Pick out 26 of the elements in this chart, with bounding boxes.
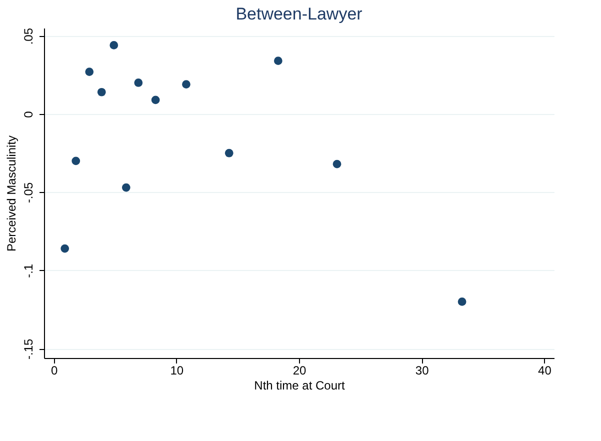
point bbox=[151, 96, 160, 104]
y-axis-title: Perceived Masculinity bbox=[4, 135, 18, 252]
point bbox=[224, 148, 234, 158]
point bbox=[458, 298, 466, 306]
point bbox=[60, 244, 70, 253]
y-tick-label: -.05 bbox=[22, 182, 36, 204]
point bbox=[110, 41, 118, 50]
x-tick-label: 10 bbox=[170, 364, 184, 378]
x-tick-label: 20 bbox=[292, 364, 306, 378]
point bbox=[85, 68, 94, 76]
x-tick-label: 0 bbox=[50, 364, 58, 378]
y-tick-label: .05 bbox=[22, 28, 36, 45]
y-tick-label: -.15 bbox=[22, 338, 36, 360]
y-tick-label: 0 bbox=[22, 110, 36, 118]
point bbox=[122, 183, 130, 192]
x-tick-label: 40 bbox=[538, 364, 552, 378]
x-axis-title: Nth time at Court bbox=[254, 378, 346, 392]
point bbox=[97, 88, 106, 96]
y-tick-label: -.1 bbox=[22, 264, 36, 278]
x-tick-label: 30 bbox=[415, 364, 430, 378]
point bbox=[274, 56, 282, 66]
point bbox=[72, 156, 80, 166]
point bbox=[182, 80, 190, 88]
point bbox=[332, 160, 342, 168]
chart-title: Between-Lawyer bbox=[236, 4, 363, 24]
point bbox=[134, 78, 143, 87]
